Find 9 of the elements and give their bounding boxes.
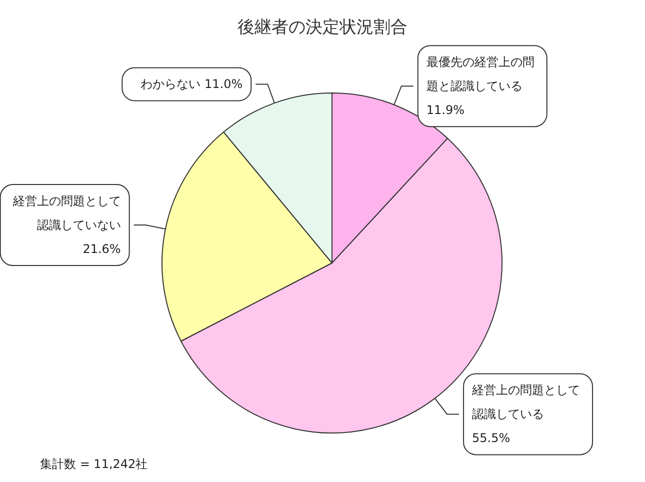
data-label: 21.6%: [82, 242, 121, 256]
slice-label: 最優先の経営上の問題と認識している: [426, 55, 534, 94]
slice-label: 経営上の問題として認識している: [471, 383, 580, 422]
slice-label: わからない 11.0%: [140, 77, 243, 92]
text: 集計数 = 11,242社: [40, 457, 148, 471]
data-label: 55.5%: [472, 431, 510, 446]
slice-label: 経営上の問題として認識していない: [12, 194, 121, 232]
data-label: 11.9%: [426, 103, 465, 118]
chart-title: 後継者の決定状況割合: [238, 18, 408, 38]
